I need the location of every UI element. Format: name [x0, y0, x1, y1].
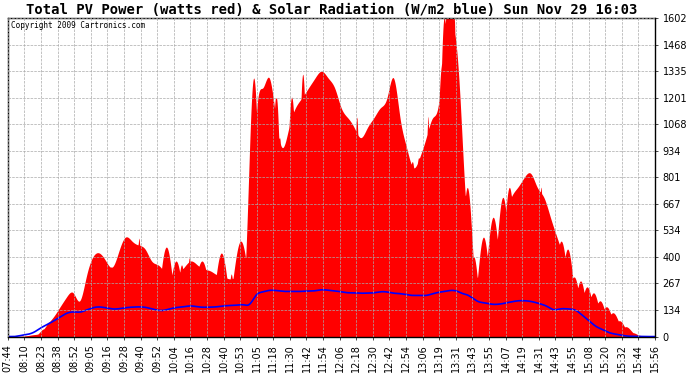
Text: Copyright 2009 Cartronics.com: Copyright 2009 Cartronics.com — [11, 21, 145, 30]
Title: Total PV Power (watts red) & Solar Radiation (W/m2 blue) Sun Nov 29 16:03: Total PV Power (watts red) & Solar Radia… — [26, 3, 637, 17]
